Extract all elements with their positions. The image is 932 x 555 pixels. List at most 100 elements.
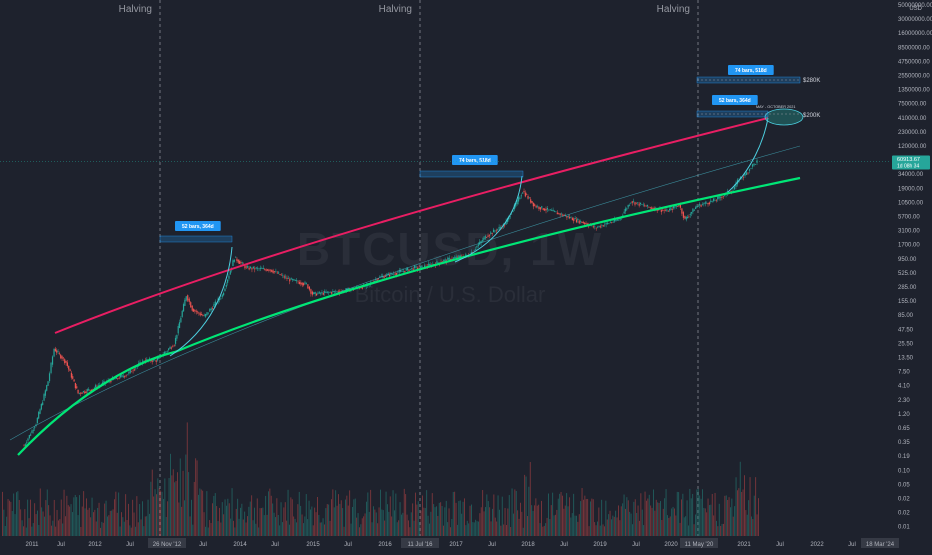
volume-bar (228, 503, 230, 536)
candle-body (336, 291, 338, 292)
volume-bar (279, 525, 281, 536)
candle-body (706, 202, 708, 204)
x-tick-label: 11 Jul '16 (407, 542, 433, 548)
volume-bar (66, 495, 68, 536)
candle-body (291, 279, 294, 280)
candle-body (30, 434, 32, 436)
candle-body (556, 212, 558, 215)
volume-bar (644, 491, 646, 536)
candle-body (265, 269, 267, 271)
candle-body (77, 389, 79, 394)
candle-body (544, 208, 546, 211)
volume-bar (682, 493, 684, 536)
volume-bar (329, 520, 331, 536)
volume-bar (693, 524, 695, 536)
candle-body (551, 210, 553, 211)
candle-body (233, 259, 235, 262)
callout-badge (728, 65, 774, 75)
volume-bar (184, 500, 185, 536)
volume-bar (434, 507, 436, 536)
volume-bar (676, 491, 678, 536)
candle-body (60, 354, 62, 359)
volume-bar (535, 498, 537, 536)
volume-bar (448, 508, 450, 536)
volume-bar (639, 520, 640, 536)
volume-bar (226, 505, 227, 536)
candle-body (567, 216, 569, 217)
volume-bar (17, 491, 19, 536)
candle-body (645, 205, 647, 207)
candle-body (303, 283, 305, 286)
volume-bar (102, 522, 104, 536)
volume-bar (196, 460, 198, 536)
candle-body (421, 265, 423, 268)
volume-bar (394, 510, 395, 536)
candle-body (616, 219, 619, 221)
candle-body (273, 271, 276, 272)
x-tick-label: Jul (271, 542, 279, 548)
volume-bar (238, 518, 240, 536)
candle-body (195, 310, 197, 312)
volume-bar (634, 499, 636, 536)
volume-bar (683, 517, 685, 536)
volume-bar (598, 507, 600, 536)
volume-bar (370, 489, 372, 536)
volume-bar (104, 503, 106, 536)
candle-body (244, 265, 246, 269)
candle-body (618, 219, 620, 221)
volume-bar (662, 508, 664, 536)
candle-body (221, 294, 223, 297)
candle-body (57, 351, 59, 353)
volume-bar (382, 510, 384, 536)
candle-body (516, 199, 518, 205)
volume-bar (59, 519, 61, 536)
volume-bar (34, 503, 36, 536)
volume-bar (503, 524, 505, 536)
volume-bar (620, 506, 622, 536)
volume-bar (200, 489, 202, 536)
volume-bar (305, 494, 307, 536)
volume-bar (518, 518, 520, 536)
volume-bar (345, 499, 346, 536)
volume-bar (665, 489, 667, 536)
volume-bar (500, 525, 502, 536)
time-axis[interactable]: 2011 Jul 2012 Jul 26 Nov '12 Jul 2014 Jul 2015 Ju… (0, 536, 932, 550)
candle-body (660, 209, 662, 212)
volume-bar (669, 516, 671, 536)
volume-bar (2, 491, 3, 536)
volume-bar (45, 500, 47, 536)
target-label: $200K (803, 113, 820, 119)
candle-body (622, 215, 624, 216)
volume-bar (273, 512, 275, 536)
volume-bar (6, 516, 8, 536)
volume-bar (524, 474, 526, 536)
candle-body (24, 444, 26, 446)
volume-bar (417, 501, 419, 536)
volume-bar (168, 478, 170, 536)
candle-body (156, 357, 159, 361)
volume-bar (674, 508, 675, 536)
candle-body (628, 205, 631, 206)
x-tick-label: 2017 (449, 542, 463, 548)
volume-bar (121, 512, 122, 536)
y-tick-label: 525.00 (898, 271, 917, 277)
candle-body (535, 205, 537, 208)
volume-bar (504, 507, 506, 536)
volume-bar (160, 490, 162, 536)
volume-bar (111, 510, 113, 536)
volume-bar (322, 518, 324, 536)
volume-bar (321, 522, 323, 536)
volume-bar (188, 472, 190, 536)
candle-body (694, 207, 697, 209)
candle-body (671, 208, 673, 210)
candle-body (623, 211, 625, 214)
candle-body (615, 220, 617, 221)
candle-body (428, 263, 430, 266)
volume-bar (347, 505, 349, 536)
x-tick-label: 2019 (593, 542, 607, 548)
volume-bar (3, 509, 5, 536)
volume-bar (97, 507, 99, 536)
price-axis[interactable]: 50000000.00 30000000.00 16000000.00 8500000… (0, 0, 932, 536)
volume-bar (216, 506, 218, 536)
volume-bar (277, 514, 279, 536)
